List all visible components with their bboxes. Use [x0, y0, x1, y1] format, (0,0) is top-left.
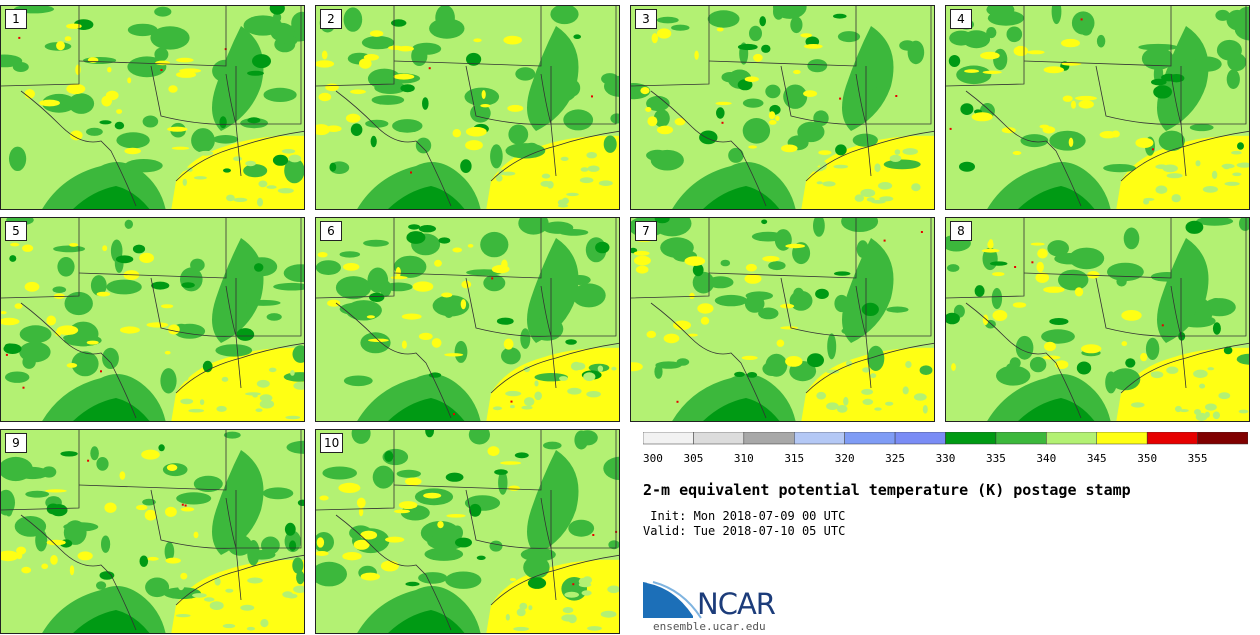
postage-stamp-panel: 4 — [945, 5, 1250, 210]
ncar-logo-icon — [643, 581, 702, 619]
colorbar-tick-label: 345 — [1087, 452, 1107, 465]
postage-stamp-panel: 10 — [315, 429, 620, 634]
member-number-label: 6 — [320, 221, 342, 241]
member-number-label: 3 — [635, 9, 657, 29]
member-map — [1, 218, 304, 421]
member-number-label: 1 — [5, 9, 27, 29]
chart-title: 2-m equivalent potential temperature (K)… — [643, 481, 1131, 499]
colorbar-tick-label: 350 — [1137, 452, 1157, 465]
member-map — [1, 6, 304, 209]
postage-stamp-panel: 7 — [630, 217, 935, 422]
member-number-label: 7 — [635, 221, 657, 241]
colorbar-tick-label: 330 — [936, 452, 956, 465]
colorbar-tick-label: 320 — [835, 452, 855, 465]
member-number-label: 5 — [5, 221, 27, 241]
colorbar-swatch — [1046, 432, 1097, 445]
member-number-label: 4 — [950, 9, 972, 29]
colorbar-tick-label: 305 — [683, 452, 703, 465]
member-map — [316, 430, 619, 633]
colorbar-swatch — [995, 432, 1047, 445]
colorbar-tick-label: 340 — [1036, 452, 1056, 465]
logo-url[interactable]: ensemble.ucar.edu — [653, 620, 766, 633]
colorbar-swatch — [693, 432, 745, 445]
member-number-label: 9 — [5, 433, 27, 453]
colorbar-tick-label: 300 — [643, 452, 663, 465]
colorbar-swatch — [945, 432, 997, 445]
init-time: Init: Mon 2018-07-09 00 UTC — [643, 509, 846, 523]
member-map — [1, 430, 304, 633]
member-map — [316, 6, 619, 209]
postage-stamp-panel: 8 — [945, 217, 1250, 422]
colorbar-swatch — [643, 432, 694, 445]
postage-stamp-panel: 9 — [0, 429, 305, 634]
colorbar-tick-label: 310 — [734, 452, 754, 465]
member-map — [316, 218, 619, 421]
postage-stamp-panel: 5 — [0, 217, 305, 422]
colorbar-tick-label: 355 — [1188, 452, 1208, 465]
postage-stamp-panel: 2 — [315, 5, 620, 210]
logo-name: NCAR — [697, 587, 776, 621]
colorbar-tick-label: 325 — [885, 452, 905, 465]
member-number-label: 2 — [320, 9, 342, 29]
colorbar-swatch — [844, 432, 896, 445]
member-map — [631, 6, 934, 209]
colorbar-swatch — [1197, 432, 1248, 445]
colorbar-swatch — [1096, 432, 1148, 445]
colorbar: 300 305 310 315 320 325 330 335 340 345 350 355 — [643, 432, 1248, 465]
colorbar-swatch — [894, 432, 946, 445]
postage-stamp-panel: 6 — [315, 217, 620, 422]
member-number-label: 10 — [320, 433, 344, 453]
postage-stamp-panel: 1 — [0, 5, 305, 210]
colorbar-tick-label: 335 — [986, 452, 1006, 465]
valid-time: Valid: Tue 2018-07-10 05 UTC — [643, 524, 846, 538]
colorbar-tick-label: 315 — [784, 452, 804, 465]
colorbar-swatch — [743, 432, 795, 445]
colorbar-swatch — [794, 432, 845, 445]
postage-stamp-panel: 3 — [630, 5, 935, 210]
member-number-label: 8 — [950, 221, 972, 241]
member-map — [946, 6, 1249, 209]
member-map — [631, 218, 934, 421]
colorbar-swatch — [1146, 432, 1198, 445]
member-map — [946, 218, 1249, 421]
